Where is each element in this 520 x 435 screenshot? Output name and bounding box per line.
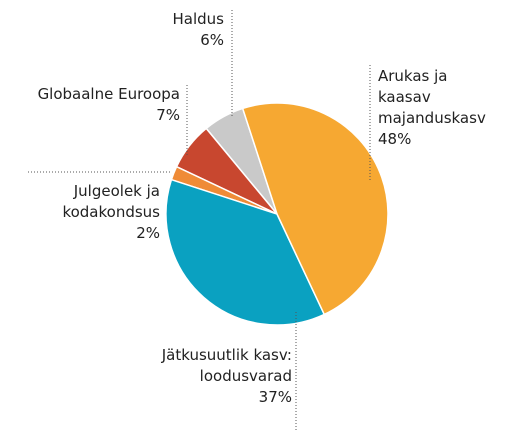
slice-label: Arukas ja kaasav majanduskasv 48% [378,66,486,150]
category-label: Jätkusuutlik kasv: loodusvarad [161,346,292,385]
slice-label: Julgeolek ja kodakondsus 2% [62,181,160,244]
category-label: Haldus [172,10,224,28]
pie-slice [241,102,389,316]
category-label: Arukas ja kaasav majanduskasv [378,67,486,127]
slice-label: Jätkusuutlik kasv: loodusvarad 37% [162,345,292,408]
pie-slice [165,178,326,326]
value-label: 6% [200,31,224,49]
value-label: 2% [136,224,160,242]
value-label: 37% [258,388,292,406]
slice-label: Haldus 6% [173,9,224,51]
slice-label: Globaalne Euroopa 7% [38,84,180,126]
category-label: Julgeolek ja kodakondsus [62,182,160,221]
value-label: 48% [378,130,412,148]
value-label: 7% [156,106,180,124]
category-label: Globaalne Euroopa [37,85,180,103]
